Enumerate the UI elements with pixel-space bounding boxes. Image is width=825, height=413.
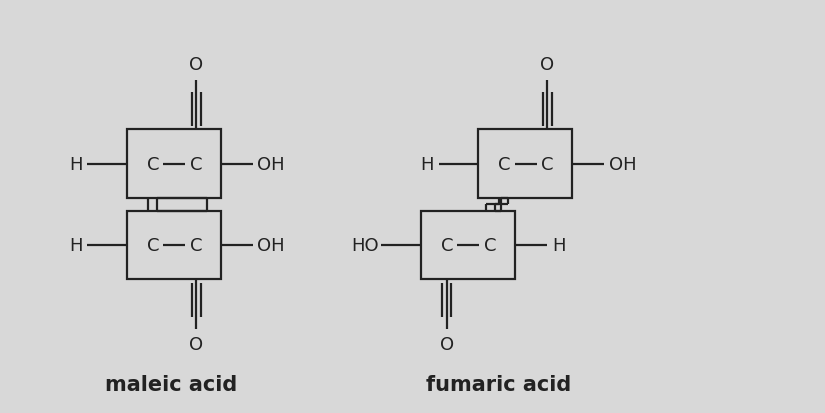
Text: H: H xyxy=(553,236,566,254)
Text: H: H xyxy=(69,155,83,173)
Text: H: H xyxy=(421,155,434,173)
Text: OH: OH xyxy=(257,155,285,173)
Text: C: C xyxy=(190,236,202,254)
Text: C: C xyxy=(483,236,497,254)
Text: C: C xyxy=(147,236,159,254)
Text: O: O xyxy=(540,56,554,74)
Text: C: C xyxy=(441,236,453,254)
Bar xyxy=(421,211,515,279)
Text: H: H xyxy=(69,236,83,254)
Text: HO: HO xyxy=(351,236,379,254)
Text: C: C xyxy=(497,155,510,173)
Bar xyxy=(127,211,220,279)
Text: OH: OH xyxy=(257,236,285,254)
Text: OH: OH xyxy=(610,155,637,173)
Bar xyxy=(127,130,220,198)
Text: maleic acid: maleic acid xyxy=(106,374,238,394)
Text: C: C xyxy=(190,155,202,173)
Text: O: O xyxy=(440,335,454,353)
Text: C: C xyxy=(147,155,159,173)
Bar xyxy=(478,130,572,198)
Text: C: C xyxy=(541,155,554,173)
Text: O: O xyxy=(189,56,203,74)
Text: fumaric acid: fumaric acid xyxy=(426,374,571,394)
Text: O: O xyxy=(189,335,203,353)
